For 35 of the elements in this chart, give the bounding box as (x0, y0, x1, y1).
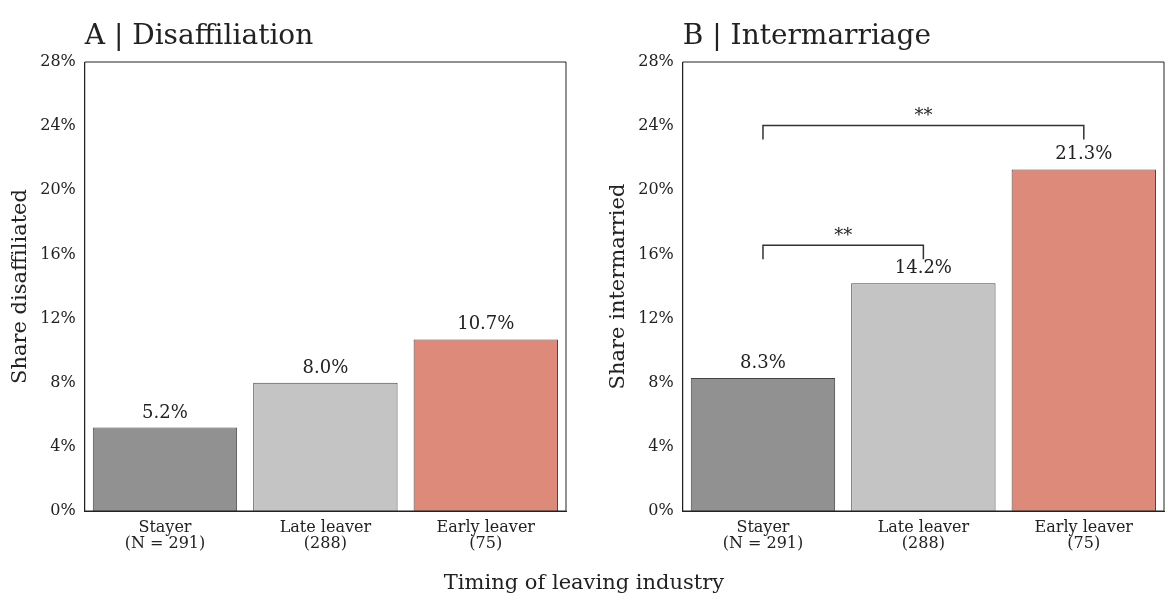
data-label: 8.3% (740, 350, 786, 372)
y-tick-label: 12% (40, 307, 76, 327)
y-axis-title: Share disaffiliated (7, 189, 32, 384)
y-tick-label: 12% (638, 307, 674, 327)
chart-title: B | Intermarriage (682, 18, 932, 51)
y-tick-label: 0% (648, 500, 674, 520)
y-tick-label: 8% (50, 371, 76, 391)
y-tick-label: 0% (50, 500, 76, 520)
y-tick-label: 24% (40, 115, 76, 135)
x-tick-label: Early leaver (75) (436, 517, 536, 553)
y-tick-label: 16% (638, 243, 674, 263)
x-tick-label: Stayer (N = 291) (124, 517, 206, 553)
y-tick-label: 4% (648, 436, 674, 456)
data-label: 10.7% (457, 312, 515, 334)
chart-title: A | Disaffiliation (83, 18, 314, 51)
x-tick-label: Late leaver (288) (877, 517, 970, 553)
data-label: 14.2% (894, 256, 952, 278)
data-label: 21.3% (1055, 142, 1113, 164)
annotation: ** (834, 224, 853, 246)
y-tick-label: 4% (50, 436, 76, 456)
y-tick-label: 8% (648, 371, 674, 391)
data-label: 5.2% (142, 400, 188, 422)
y-tick-label: 20% (40, 179, 76, 199)
x-axis-title: Timing of leaving industry (442, 570, 726, 594)
y-tick-label: 20% (638, 179, 674, 199)
x-tick-label: Late leaver (288) (279, 517, 372, 553)
annotation: ** (914, 104, 933, 126)
x-tick-label: Early leaver (75) (1034, 517, 1134, 553)
y-axis-title: Share intermarried (605, 183, 630, 390)
y-tick-label: 28% (40, 51, 76, 71)
y-tick-label: 28% (638, 51, 674, 71)
x-tick-label: Stayer (N = 291) (722, 517, 804, 553)
data-label: 8.0% (302, 355, 349, 377)
y-tick-label: 24% (638, 115, 674, 135)
y-tick-label: 16% (40, 243, 76, 263)
